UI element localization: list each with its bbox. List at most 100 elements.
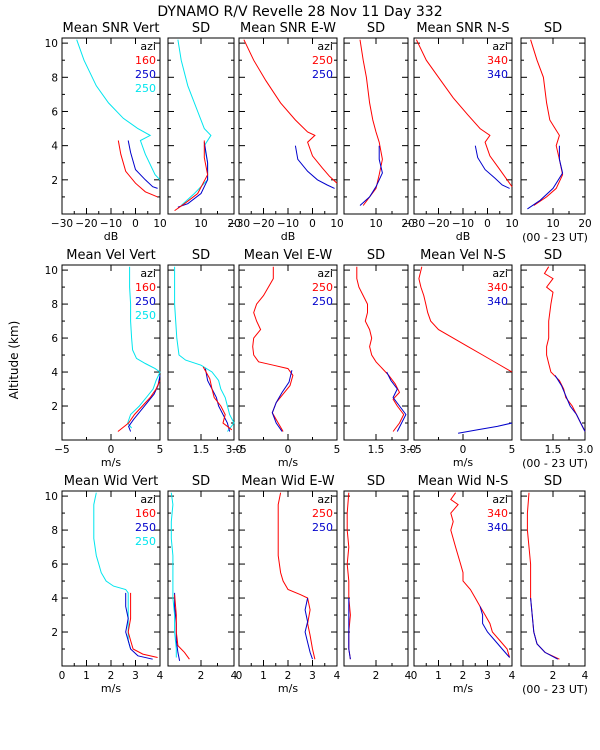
series-line-red bbox=[526, 492, 560, 660]
series-line-red bbox=[450, 492, 511, 658]
x-tick-label: 4 bbox=[157, 670, 164, 682]
series-line-red bbox=[543, 266, 586, 432]
x-tick-label: 4 bbox=[582, 670, 589, 682]
series-line-red bbox=[359, 39, 383, 206]
x-tick-label: −20 bbox=[75, 218, 97, 230]
panel-title: Mean SNR Vert bbox=[62, 21, 159, 36]
x-axis-label: dB bbox=[281, 230, 296, 243]
x-tick-label: 1 bbox=[260, 670, 267, 682]
legend-entry: 160 bbox=[135, 54, 156, 67]
legend-entry: 250 bbox=[135, 68, 156, 81]
x-tick-label: 0 bbox=[411, 670, 418, 682]
panel-grid: Mean SNR Vert−30 −20 −10 0 10246810dBazi1602… bbox=[45, 21, 594, 696]
panel-title: SD bbox=[367, 474, 385, 489]
x-tick-label: 0 bbox=[285, 444, 292, 456]
series-line-blue bbox=[479, 606, 510, 658]
series-line-red bbox=[415, 39, 513, 187]
plot-frame bbox=[167, 264, 235, 441]
series-line-red bbox=[127, 592, 158, 658]
y-tick-label: 10 bbox=[45, 265, 58, 277]
x-tick-label: 10 bbox=[505, 218, 518, 230]
legend-header: azi bbox=[492, 267, 508, 280]
x-tick-label: 20 bbox=[401, 218, 414, 230]
panel-title: Mean Vel Vert bbox=[66, 248, 156, 263]
series-line-cyan bbox=[174, 266, 235, 432]
legend-entry: 250 bbox=[135, 521, 156, 534]
series-line-cyan bbox=[127, 266, 161, 429]
x-tick-label: 1.5 bbox=[545, 444, 562, 456]
series-line-red bbox=[252, 266, 294, 432]
series-line-red bbox=[243, 39, 338, 184]
legend-entry: 160 bbox=[135, 507, 156, 520]
plot-frame bbox=[343, 490, 409, 667]
series-line-blue bbox=[271, 370, 293, 432]
y-axis-label: Altitude (km) bbox=[7, 321, 21, 400]
panel-r2-c1: SD 2 4 bbox=[167, 474, 238, 682]
legend-entry: 250 bbox=[135, 535, 156, 548]
series-line-blue bbox=[177, 142, 209, 208]
x-tick-label: 3 bbox=[484, 670, 491, 682]
series-line-blue bbox=[527, 145, 564, 210]
x-tick-label: −10 bbox=[100, 218, 122, 230]
y-tick-label: 6 bbox=[51, 106, 58, 118]
figure-title: DYNAMO R/V Revelle 28 Nov 11 Day 332 bbox=[157, 4, 442, 20]
panel-r1-c1: SD 1.5 3.0 bbox=[167, 248, 242, 456]
y-tick-label: 4 bbox=[51, 141, 58, 153]
x-tick-label: 2 bbox=[550, 670, 557, 682]
x-tick-label: 2 bbox=[285, 670, 292, 682]
legend-header: azi bbox=[492, 493, 508, 506]
y-tick-label: 8 bbox=[51, 525, 58, 537]
x-tick-label: 0 bbox=[132, 218, 139, 230]
series-line-blue bbox=[386, 371, 407, 432]
legend-entry: 340 bbox=[487, 507, 508, 520]
panel-title: SD bbox=[192, 474, 210, 489]
panel-r1-c3: SD 1.5 3.0 bbox=[343, 248, 416, 456]
series-line-blue bbox=[127, 140, 158, 189]
panel-title: Mean Vel E-W bbox=[244, 248, 333, 263]
y-tick-label: 10 bbox=[45, 491, 58, 503]
x-axis-label: dB bbox=[104, 230, 119, 243]
time-range-note: (00 - 23 UT) bbox=[522, 231, 588, 244]
panel-title: SD bbox=[367, 248, 385, 263]
panel-r1-c5: SD 1.5 3.0(00 - 23 UT) bbox=[520, 248, 593, 470]
panel-title: Mean Vel N-S bbox=[420, 248, 506, 263]
series-line-blue bbox=[554, 375, 586, 432]
x-tick-label: 10 bbox=[194, 218, 207, 230]
x-tick-label: 2 bbox=[460, 670, 467, 682]
y-tick-label: 2 bbox=[51, 401, 58, 413]
y-tick-label: 2 bbox=[51, 175, 58, 187]
panel-title: SD bbox=[544, 474, 562, 489]
x-tick-label: −10 bbox=[452, 218, 474, 230]
x-axis-label: dB bbox=[456, 230, 471, 243]
series-line-red bbox=[530, 39, 564, 206]
x-tick-label: −30 bbox=[51, 218, 73, 230]
panel-title: SD bbox=[544, 21, 562, 36]
panel-title: SD bbox=[367, 21, 385, 36]
x-tick-label: 0 bbox=[309, 218, 316, 230]
x-axis-label: m/s bbox=[453, 456, 473, 469]
x-tick-label: 5 bbox=[157, 444, 164, 456]
x-tick-label: −5 bbox=[406, 444, 421, 456]
x-tick-label: 10 bbox=[153, 218, 166, 230]
x-tick-label: 0 bbox=[460, 444, 467, 456]
plot-frame bbox=[343, 264, 409, 441]
y-tick-label: 2 bbox=[51, 627, 58, 639]
y-tick-label: 6 bbox=[51, 333, 58, 345]
series-line-blue bbox=[348, 598, 351, 660]
x-tick-label: 0 bbox=[59, 670, 66, 682]
x-tick-label: 5 bbox=[509, 444, 516, 456]
x-axis-label: m/s bbox=[453, 682, 473, 695]
series-line-cyan bbox=[177, 39, 212, 206]
series-line-red bbox=[356, 266, 405, 432]
series-line-blue bbox=[304, 597, 313, 660]
x-tick-label: 0 bbox=[108, 444, 115, 456]
panel-r0-c0: Mean SNR Vert−30 −20 −10 0 10246810dBazi1602… bbox=[45, 21, 167, 243]
series-line-red bbox=[202, 366, 233, 431]
x-tick-label: −10 bbox=[277, 218, 299, 230]
legend-header: azi bbox=[140, 267, 156, 280]
